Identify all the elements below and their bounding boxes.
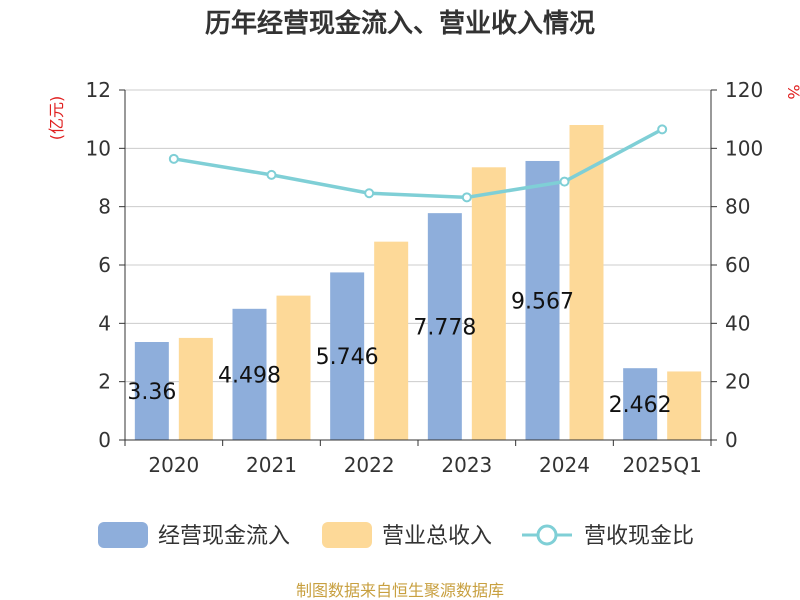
ratio-point (168, 153, 179, 164)
ratio-point (266, 169, 277, 180)
series-line-ratio (173, 127, 663, 200)
right-tick-label: 20 (725, 370, 750, 394)
left-tick-label: 8 (98, 195, 111, 219)
ratio-line (168, 124, 668, 203)
bar-revenue (374, 241, 409, 440)
left-tick-label: 2 (98, 370, 111, 394)
right-axis-label: % (784, 84, 800, 99)
left-tick-label: 0 (98, 428, 111, 452)
right-tick-label: 40 (725, 311, 750, 335)
ratio-point (657, 124, 668, 135)
ratio-point (559, 176, 570, 187)
x-axis-ticks: 2020 2021 2022 2023 2024 2025Q1 (124, 440, 712, 477)
left-axis-ticks: 0 2 4 6 8 10 12 (86, 78, 125, 452)
bar-cash-inflow (623, 368, 658, 440)
bar-cash-inflow (232, 308, 267, 440)
x-tick-label: 2020 (148, 453, 199, 477)
bar-cash-inflow (134, 342, 169, 440)
bar-cash-inflow (525, 160, 560, 440)
ratio-point (461, 192, 472, 203)
right-tick-label: 100 (725, 136, 763, 160)
left-tick-label: 12 (86, 78, 111, 102)
legend-label-cash-inflow: 经营现金流入 (158, 524, 290, 549)
data-label-cash-inflow: 4.498 (218, 363, 281, 388)
bar-revenue (569, 125, 604, 440)
data-label-cash-inflow: 7.778 (413, 316, 476, 341)
left-tick-label: 4 (98, 311, 111, 335)
chart-title: 历年经营现金流入、营业收入情况 (205, 8, 595, 39)
data-label-cash-inflow: 5.746 (316, 345, 379, 370)
bar-revenue (471, 167, 506, 440)
right-tick-label: 120 (725, 78, 763, 102)
bar-revenue (178, 337, 213, 440)
x-tick-label: 2025Q1 (622, 453, 701, 477)
x-tick-label: 2024 (539, 453, 590, 477)
x-tick-label: 2023 (441, 453, 492, 477)
legend-label-ratio: 营收现金比 (584, 524, 694, 549)
ratio-point (364, 188, 375, 199)
left-tick-label: 10 (86, 136, 111, 160)
legend-label-revenue: 营业总收入 (382, 524, 492, 549)
left-tick-label: 6 (98, 253, 111, 277)
right-tick-label: 80 (725, 195, 750, 219)
data-labels: 3.36 4.498 5.746 7.778 9.567 2.462 (127, 289, 671, 418)
legend-swatch-revenue (322, 522, 372, 548)
data-label-cash-inflow: 3.36 (127, 380, 176, 405)
bar-cash-inflow (330, 272, 365, 440)
bar-revenue (667, 371, 702, 440)
right-tick-label: 60 (725, 253, 750, 277)
right-axis-ticks: 0 20 40 60 80 100 120 (711, 78, 763, 452)
data-label-cash-inflow: 9.567 (511, 289, 574, 314)
legend-swatch-cash-inflow (98, 522, 148, 548)
legend: 经营现金流入 营业总收入 营收现金比 (98, 522, 694, 549)
gridlines (125, 89, 711, 383)
bar-cash-inflow (427, 213, 462, 440)
bars (134, 125, 702, 440)
bar-revenue (276, 295, 311, 440)
x-tick-label: 2021 (246, 453, 297, 477)
x-tick-label: 2022 (344, 453, 395, 477)
left-axis-label: (亿元) (47, 96, 66, 141)
data-label-cash-inflow: 2.462 (609, 393, 672, 418)
legend-swatch-ratio-marker (536, 524, 558, 546)
source-note: 制图数据来自恒生聚源数据库 (296, 581, 504, 600)
right-tick-label: 0 (725, 428, 738, 452)
